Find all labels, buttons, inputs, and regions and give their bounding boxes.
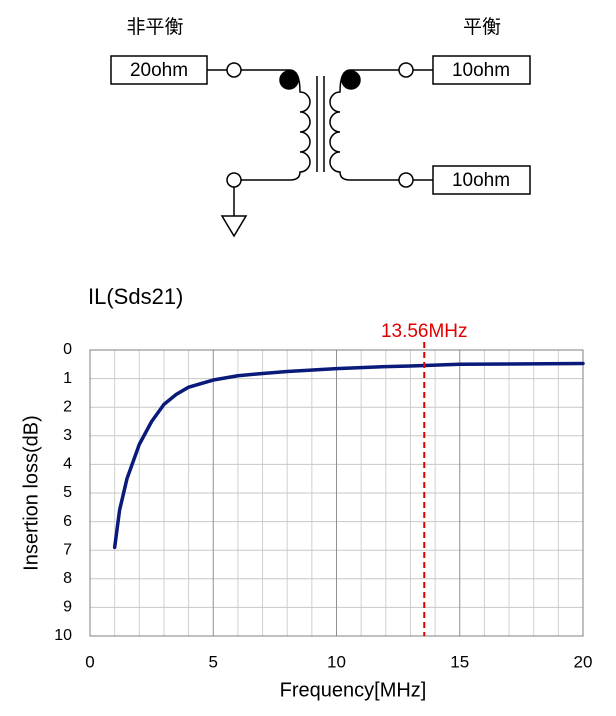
x-axis-label: Frequency[MHz]	[280, 679, 427, 701]
y-tick-label: 7	[63, 541, 72, 558]
plot-area: 0 1 2 3 4 5 6 7 8 9 10 0 5 10 15 20 13.56MHz	[54, 321, 592, 671]
x-tick-label: 10	[327, 652, 346, 671]
terminal	[398, 62, 414, 78]
y-tick-label: 2	[63, 398, 72, 415]
x-tick-label: 15	[450, 652, 469, 671]
x-tick-label: 0	[85, 652, 94, 671]
x-tick-label: 20	[574, 652, 593, 671]
ground-symbol	[220, 215, 248, 238]
terminal	[226, 62, 242, 78]
unbalanced-label: 非平衡	[126, 16, 183, 38]
y-tick-label: 5	[63, 484, 72, 501]
x-tick-label: 5	[209, 652, 218, 671]
polarity-dot	[279, 70, 299, 90]
primary-coil	[241, 69, 311, 181]
terminal	[398, 172, 414, 188]
y-tick-label: 4	[63, 456, 72, 473]
y-tick-label: 6	[63, 513, 72, 530]
y-tick-label: 10	[54, 627, 72, 644]
port-label: 10ohm	[452, 170, 510, 191]
y-tick-label: 3	[63, 427, 72, 444]
balanced-label: 平衡	[463, 16, 501, 38]
circuit-diagram	[110, 55, 531, 238]
y-tick-label: 8	[63, 570, 72, 587]
polarity-dot	[341, 70, 361, 90]
port-label: 20ohm	[130, 60, 188, 81]
y-tick-label: 9	[63, 599, 72, 616]
marker-label: 13.56MHz	[381, 321, 468, 342]
port-label: 10ohm	[452, 60, 510, 81]
terminal	[226, 172, 242, 188]
y-tick-label: 1	[63, 370, 72, 387]
y-axis-label: Insertion loss(dB)	[20, 415, 42, 571]
secondary-coil	[329, 69, 399, 181]
chart-title: IL(Sds21)	[88, 284, 183, 309]
y-tick-label: 0	[63, 341, 72, 358]
data-line	[112, 361, 585, 550]
plot-border	[89, 349, 584, 637]
